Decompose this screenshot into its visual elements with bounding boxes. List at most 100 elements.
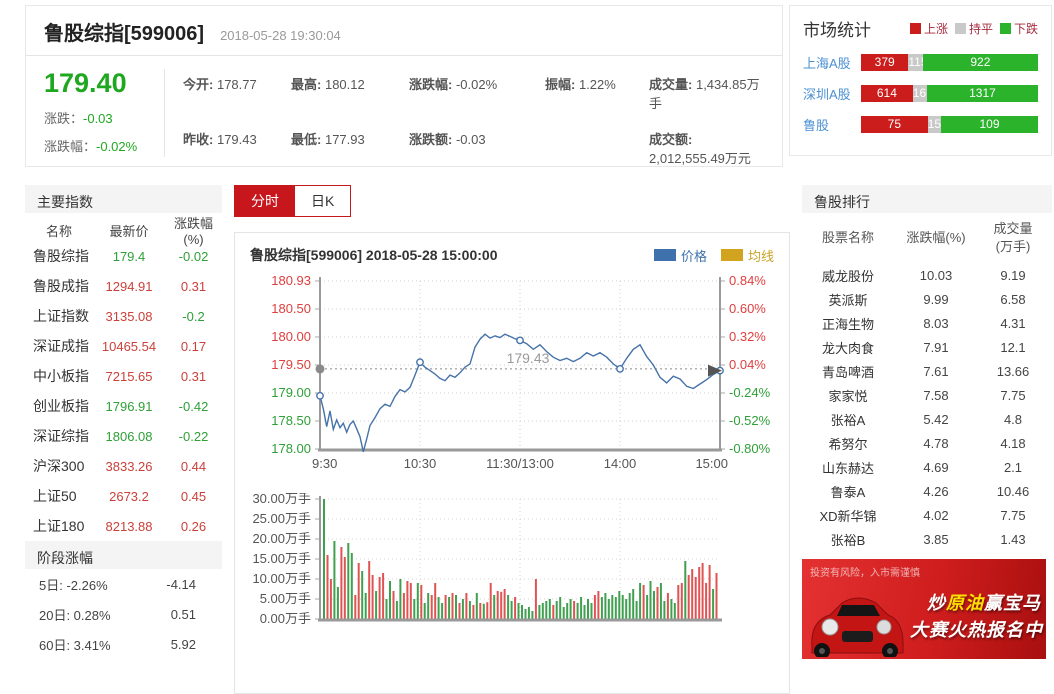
stage-label: 5日: -2.26% [39,577,108,593]
index-price: 1796.91 [105,398,153,414]
index-price: 3833.26 [105,458,153,474]
svg-text:15.00万手: 15.00万手 [252,551,311,566]
svg-text:0.00万手: 0.00万手 [260,611,311,626]
stock-volume: 2.1 [1003,459,1023,475]
index-name[interactable]: 中小板指 [33,368,89,384]
legend-item: 上涨 [909,20,948,37]
car-image [811,597,904,657]
svg-text:14:00: 14:00 [604,456,637,471]
stock-name[interactable]: 希努尔 [828,436,868,452]
market-bar: 614 167 1317 [861,85,1038,102]
up-count: 614 [861,85,913,102]
stage-section-title: 阶段涨幅 [25,541,222,569]
stock-name[interactable]: 英派斯 [828,292,868,308]
stock-name[interactable]: 鲁泰A [830,484,866,500]
legend-swatch [653,249,676,261]
index-price: 179.4 [112,248,146,264]
market-row-label[interactable]: 深圳A股 [803,87,851,102]
index-change: -0.42 [178,398,209,414]
index-name[interactable]: 创业板指 [33,398,89,414]
quote-stat: 最低: 177.93 [291,129,409,167]
stock-change: 9.99 [923,291,949,307]
price-chart-svg: 180.93 0.84% 180.50 0.60% 180.00 0.32% 179.50 0… [271,273,771,471]
legend-item: 持平 [954,20,993,37]
market-row: 上海A股 379 115 922 [803,53,1038,72]
market-row: 深圳A股 614 167 1317 [803,84,1038,103]
svg-text:180.93: 180.93 [271,273,311,288]
index-row: 创业板指 1796.91 -0.42 [25,391,222,421]
ranking-row: 威龙股份 10.03 9.19 [802,263,1052,287]
index-name[interactable]: 深证成指 [33,338,89,354]
index-name[interactable]: 沪深300 [33,458,85,474]
index-change: -0.22 [178,428,209,444]
index-name[interactable]: 上证指数 [33,308,89,324]
stock-name[interactable]: 家家悦 [828,388,868,404]
ad-subline: 大赛火热报名中 [910,620,1043,640]
stock-name[interactable]: XD新华锦 [819,508,877,524]
index-name[interactable]: 鲁股成指 [33,278,89,294]
chart-title: 鲁股综指[599006] 2018-05-28 15:00:00 [250,247,498,263]
main-row: 主要指数 名称 最新价 涨跌幅(%) 鲁股综指 179.4 -0.02 鲁股成指… [0,167,1054,694]
stock-change: 7.91 [923,339,949,355]
quote-stat: 成交额: 2,012,555.49万元 [649,129,764,167]
stock-name[interactable]: 正海生物 [821,316,874,332]
quote-stat [545,129,649,167]
flat-count: 167 [912,85,927,102]
col-header: 成交量 (万手) [993,220,1033,254]
stock-change: 4.69 [923,459,949,475]
change-pct-line: 涨跌幅：-0.02% [44,136,164,155]
stat-label: 涨跌额: [409,132,453,147]
stock-name[interactable]: 山东赫达 [821,460,874,476]
stat-label: 昨收: [183,132,214,147]
quote-stat: 振幅: 1.22% [545,74,649,112]
legend-item: 价格 [653,246,707,265]
col-header: 涨跌幅(%) [906,229,966,245]
market-row-label[interactable]: 上海A股 [803,56,851,71]
svg-text:25.00万手: 25.00万手 [252,511,311,526]
index-name[interactable]: 深证综指 [33,428,89,444]
stock-name[interactable]: 张裕B [830,532,866,548]
index-row: 上证50 2673.2 0.45 [25,481,222,511]
stock-change: 10.03 [919,267,953,283]
up-count: 379 [861,54,909,71]
stock-name[interactable]: 张裕A [830,412,866,428]
index-name[interactable]: 上证180 [33,518,85,534]
stock-name[interactable]: 威龙股份 [821,268,874,284]
index-price: 1294.91 [105,278,153,294]
quote-stat: 最高: 180.12 [291,74,409,112]
index-change: -0.02 [178,248,209,264]
svg-text:180.00: 180.00 [271,329,311,344]
tab-daily-k[interactable]: 日K [295,186,351,216]
market-stats-legend: 上涨 持平 下跌 [909,20,1038,37]
stat-label: 成交量: [649,77,693,92]
down-count: 109 [941,116,1038,133]
svg-text:179.50: 179.50 [271,357,311,372]
ranking-row: 张裕B 3.85 1.43 [802,527,1052,551]
index-row: 深证综指 1806.08 -0.22 [25,421,222,451]
quote-stat: 成交量: 1,434.85万手 [649,74,764,112]
index-name[interactable]: 鲁股综指 [33,248,89,264]
ranking-row: 龙大肉食 7.91 12.1 [802,335,1052,359]
stock-volume: 4.8 [1003,411,1023,427]
stock-volume: 4.31 [1000,315,1026,331]
stock-name[interactable]: 龙大肉食 [821,340,874,356]
legend-swatch [999,23,1011,34]
index-change: 0.31 [180,368,207,384]
ad-banner[interactable]: 投资有风险，入市需谨慎 炒原油赢宝马 大赛火热报名中 [802,559,1046,659]
svg-text:-0.52%: -0.52% [729,413,771,428]
ranking-header-row: 股票名称 涨跌幅(%) 成交量 (万手) [802,213,1052,263]
index-name[interactable]: 上证50 [33,488,77,504]
legend-swatch [720,249,743,261]
index-change: 0.26 [180,518,207,534]
stage-row: 20日: 0.28% 0.51 [25,599,222,629]
quote-stat: 涨跌额: -0.03 [409,129,545,167]
stage-value: -4.14 [166,576,196,592]
market-row-label[interactable]: 鲁股 [803,118,830,133]
stock-change: 8.03 [923,315,949,331]
col-header: 涨跌幅(%) [173,216,213,247]
svg-text:0.04%: 0.04% [729,357,766,372]
legend-swatch [954,23,966,34]
stock-name[interactable]: 青岛啤酒 [821,364,874,380]
tab-minute[interactable]: 分时 [235,186,295,216]
index-price: 7215.65 [105,368,153,384]
